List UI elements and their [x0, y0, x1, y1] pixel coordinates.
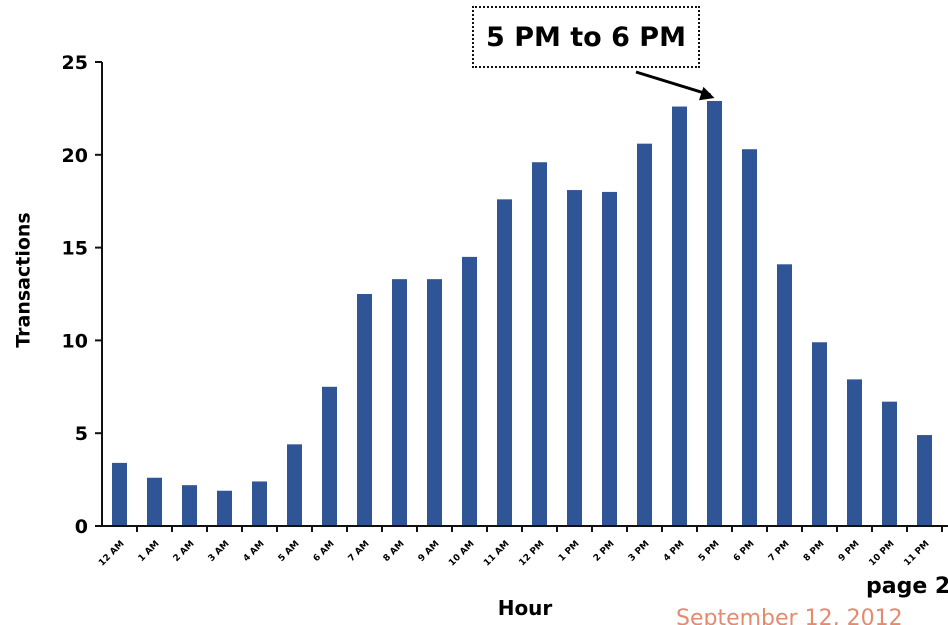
x-tick-label: 11 AM [482, 539, 511, 568]
x-tick-label: 5 PM [697, 539, 722, 564]
x-tick-label: 9 AM [417, 539, 442, 564]
x-tick-label: 12 AM [97, 539, 126, 568]
bar [217, 490, 232, 526]
x-tick-label: 11 PM [902, 539, 931, 568]
page-number: page 2 [866, 574, 948, 599]
y-tick-label: 15 [62, 238, 88, 260]
annotation-arrow-line [635, 70, 711, 97]
bar [567, 190, 582, 526]
x-tick-label: 2 AM [172, 539, 197, 564]
bar [357, 294, 372, 526]
bar [847, 379, 862, 526]
x-tick-label: 10 PM [867, 539, 896, 568]
y-tick-label: 5 [75, 423, 88, 445]
y-tick-label: 20 [62, 145, 88, 167]
bar [812, 342, 827, 526]
bar [462, 256, 477, 526]
bar [777, 264, 792, 526]
annotation-callout: 5 PM to 6 PM [472, 6, 700, 68]
bar [637, 143, 652, 526]
bar [427, 279, 442, 526]
x-tick-label: 2 PM [592, 539, 617, 564]
bar [497, 199, 512, 526]
bar [672, 106, 687, 526]
bar [112, 462, 127, 526]
footer-date: September 12, 2012 [676, 606, 903, 625]
x-tick-label: 10 AM [447, 539, 476, 568]
x-tick-label: 6 PM [732, 539, 757, 564]
x-tick-label: 9 PM [837, 539, 862, 564]
y-tick-label: 10 [62, 330, 88, 352]
y-axis-title-text: Transactions [13, 212, 35, 348]
x-tick-label: 8 AM [382, 539, 407, 564]
x-tick-label: 6 AM [312, 539, 337, 564]
x-tick-label: 1 PM [557, 539, 582, 564]
bar [252, 481, 267, 526]
x-tick-label: 7 PM [767, 539, 792, 564]
x-tick-label: 3 AM [207, 539, 232, 564]
x-axis-title: Hour [497, 596, 553, 620]
x-tick-label: 8 PM [802, 539, 827, 564]
bar [147, 477, 162, 526]
bar [532, 162, 547, 526]
y-axis-title: Transactions [4, 180, 44, 380]
bar [602, 191, 617, 527]
x-tick-label: 1 AM [137, 539, 162, 564]
x-tick-label: 5 AM [277, 539, 302, 564]
annotation-arrow-head [699, 86, 715, 101]
bar [882, 401, 897, 526]
bar [742, 149, 757, 526]
x-tick-label: 3 PM [627, 539, 652, 564]
y-tick-label: 0 [75, 516, 88, 538]
x-tick-label: 7 AM [347, 539, 372, 564]
x-tick-label: 12 PM [517, 539, 546, 568]
x-tick-label: 4 PM [662, 539, 687, 564]
bar [917, 435, 932, 526]
bar [322, 386, 337, 526]
bar [287, 444, 302, 526]
x-tick-label: 4 AM [242, 539, 267, 564]
y-tick-label: 25 [62, 52, 88, 74]
bar [392, 279, 407, 526]
bar [707, 100, 722, 526]
bar [182, 485, 197, 526]
